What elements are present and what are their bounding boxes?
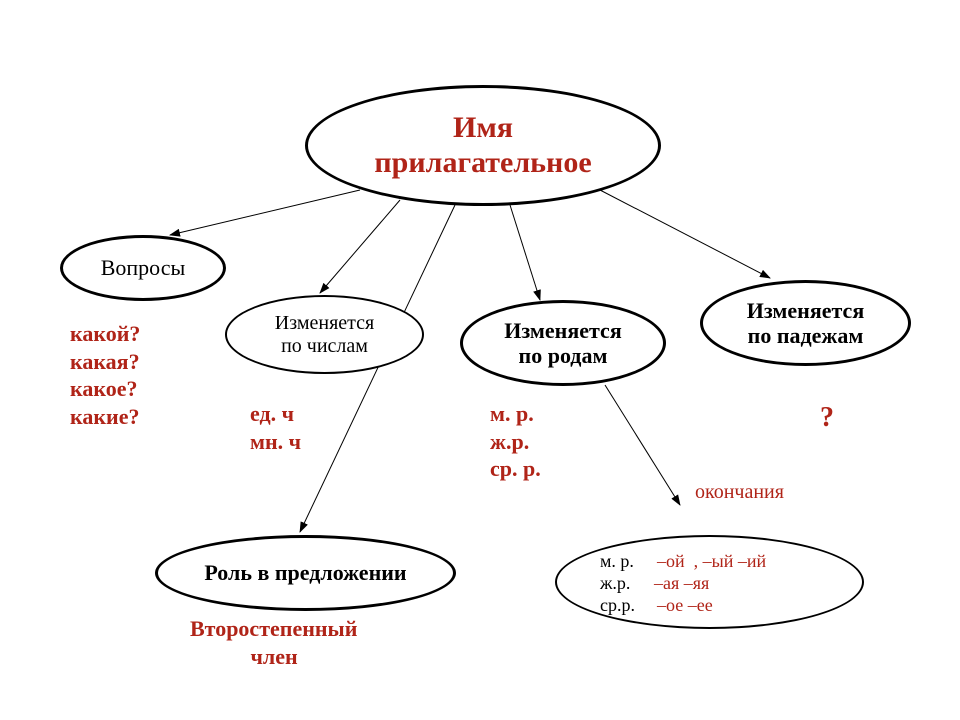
numbers-line1: Изменяется (275, 312, 374, 334)
cases-line1: Изменяется (747, 298, 864, 323)
genders-line1: Изменяется (504, 318, 621, 343)
label-role-sub: Второстепенный член (190, 615, 357, 670)
node-role-text: Роль в предложении (204, 560, 406, 586)
diagram-canvas: Имя прилагательное Вопросы Изменяется по… (0, 0, 960, 720)
label-endings-title: окончания (695, 480, 784, 505)
label-endings-n-black: ср.р. (600, 594, 635, 617)
node-cases: Изменяется по падежам (700, 280, 911, 366)
root-line2: прилагательное (374, 146, 591, 179)
node-cases-text: Изменяется по падежам (747, 298, 864, 349)
label-endings-f-black: ж.р. (600, 572, 630, 595)
node-numbers: Изменяется по числам (225, 295, 424, 374)
numbers-line2: по числам (281, 335, 368, 357)
label-endings-n-red: –ое –ее (648, 594, 713, 617)
label-cases-question: ? (820, 400, 834, 435)
node-questions: Вопросы (60, 235, 226, 301)
node-root-text: Имя прилагательное (374, 111, 591, 180)
label-endings-m-red: –ой , –ый –ий (648, 550, 766, 573)
label-numbers-list: ед. ч мн. ч (250, 400, 301, 455)
node-genders-text: Изменяется по родам (504, 318, 621, 369)
node-root: Имя прилагательное (305, 85, 661, 206)
label-questions-list: какой? какая? какое? какие? (70, 320, 140, 430)
label-endings-f-red: –ая –яя (645, 572, 709, 595)
genders-line2: по родам (519, 343, 608, 368)
node-role: Роль в предложении (155, 535, 456, 611)
node-genders: Изменяется по родам (460, 300, 666, 386)
label-endings-m-black: м. р. (600, 550, 634, 573)
label-genders-list: м. р. ж.р. ср. р. (490, 400, 541, 483)
cases-line2: по падежам (748, 323, 864, 348)
node-numbers-text: Изменяется по числам (275, 312, 374, 358)
root-line1: Имя (453, 111, 513, 144)
node-questions-text: Вопросы (101, 255, 186, 281)
